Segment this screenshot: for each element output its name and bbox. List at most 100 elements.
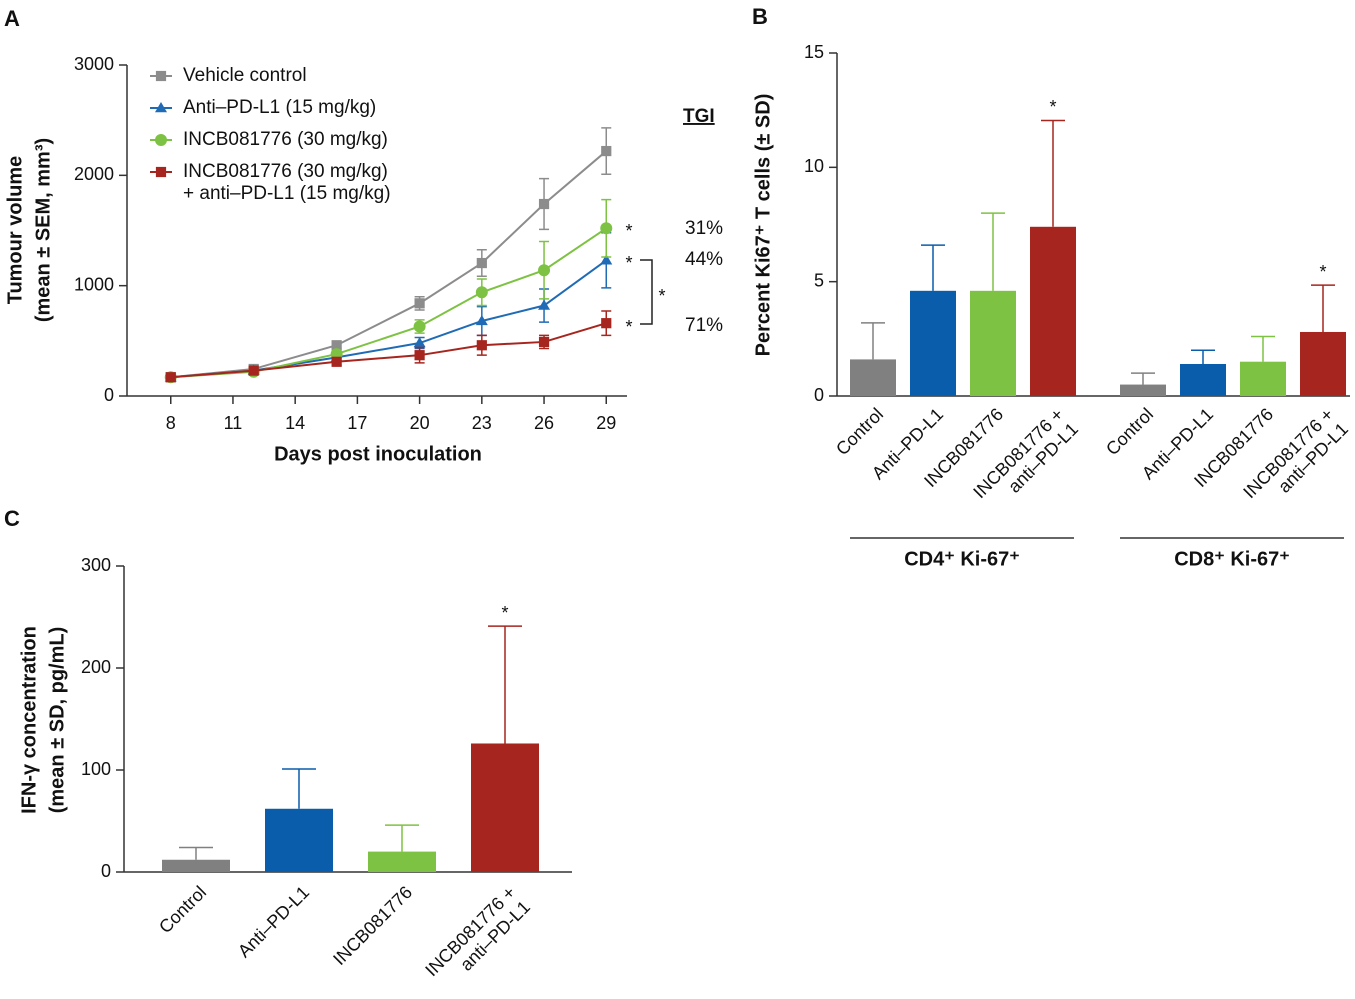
x-tick-label: Anti–PD-L1 [234,882,313,961]
x-tick-label: 11 [224,413,243,433]
y-axis-label: (mean ± SEM, mm³) [32,138,54,322]
marker [331,340,342,351]
legend-label: INCB081776 (30 mg/kg) + anti–PD-L1 (15 mg… [183,161,391,204]
y-axis-label: Tumour volume [4,156,26,305]
bar [162,859,230,872]
panel-letter: B [752,4,768,29]
y-tick-label: 200 [81,657,111,677]
y-tick-label: 1000 [74,274,114,294]
error-bar [861,322,885,360]
marker [538,336,550,348]
y-tick-label: 2000 [74,164,114,184]
x-axis-label: Days post inoculation [274,443,482,465]
error-bar [488,625,522,744]
annotation: 31% [685,218,723,239]
series-line [170,227,607,379]
y-tick-label: 100 [81,759,111,779]
error-bar [282,768,316,809]
x-tick-label: 17 [347,413,367,433]
marker [248,365,259,376]
error-bar [179,846,213,860]
x-tick-label: 26 [534,413,554,433]
error-bar [385,824,419,852]
series-line [170,322,607,379]
legend-label: Vehicle control [183,65,307,86]
y-tick-label: 0 [101,861,111,881]
marker [155,102,167,113]
significance-star: * [501,603,508,623]
x-tick-label: Control [832,404,887,459]
marker [475,286,488,299]
y-tick-label: 10 [804,156,824,176]
error-bar [1131,372,1155,385]
marker [600,254,613,265]
significance-star: * [625,253,632,273]
x-tick-label: INCB081776 +anti–PD-L1 [421,882,534,995]
significance-star: * [625,317,632,337]
x-tick-label: 23 [472,413,492,433]
marker [413,320,426,333]
y-tick-label: 3000 [74,54,114,74]
y-tick-label: 0 [104,385,114,405]
significance-star: * [658,286,665,306]
error-bar [1251,335,1275,362]
marker [538,299,551,310]
bracket [640,259,653,325]
bar [1180,363,1226,396]
marker [155,70,167,82]
x-tick-label: 8 [166,413,176,433]
marker [476,340,487,351]
y-tick-label: 0 [814,385,824,405]
annotation: TGI [683,106,715,127]
x-tick-label: Control [1102,404,1157,459]
marker [476,257,487,269]
significance-star: * [1319,262,1326,282]
marker [538,264,551,277]
x-tick-label: 14 [285,413,305,433]
marker [600,222,613,235]
error-bar [1311,284,1335,332]
x-tick-label: 20 [410,413,430,433]
marker [414,298,425,309]
y-axis-label: IFN-γ concentration [18,626,40,814]
marker [155,134,167,146]
bar [265,808,333,872]
legend-label: Anti–PD-L1 (15 mg/kg) [183,97,376,118]
bar [1240,361,1286,396]
bar [970,290,1016,396]
x-tick-label: 29 [596,413,616,433]
group-label: CD4⁺ Ki-67⁺ [904,548,1020,570]
bar [850,359,896,396]
bar [471,743,539,872]
marker [155,166,167,178]
error-bar [1041,119,1065,227]
marker [538,198,550,210]
y-tick-label: 15 [804,42,824,62]
marker [601,318,612,329]
marker [413,337,426,348]
y-tick-label: 5 [814,270,824,290]
panel-letter: A [4,6,20,31]
bar [910,290,956,396]
group-label: CD8⁺ Ki-67⁺ [1174,548,1290,570]
bar [1120,384,1166,396]
bar [1030,226,1076,396]
error-bar [981,212,1005,291]
y-tick-label: 300 [81,555,111,575]
annotation: 71% [685,315,723,336]
y-axis-label: Percent Ki67⁺ T cells (± SD) [752,94,774,357]
marker [331,356,342,367]
legend-label: INCB081776 (30 mg/kg) [183,129,388,150]
panel-letter: C [4,506,20,531]
x-tick-label: Control [155,882,210,937]
annotation: 44% [685,249,723,270]
error-bar [1191,349,1215,364]
marker [475,314,488,326]
bar [1300,331,1346,396]
marker [165,372,176,383]
marker [414,350,425,361]
x-tick-label: INCB081776 [329,882,416,969]
marker [601,145,612,157]
